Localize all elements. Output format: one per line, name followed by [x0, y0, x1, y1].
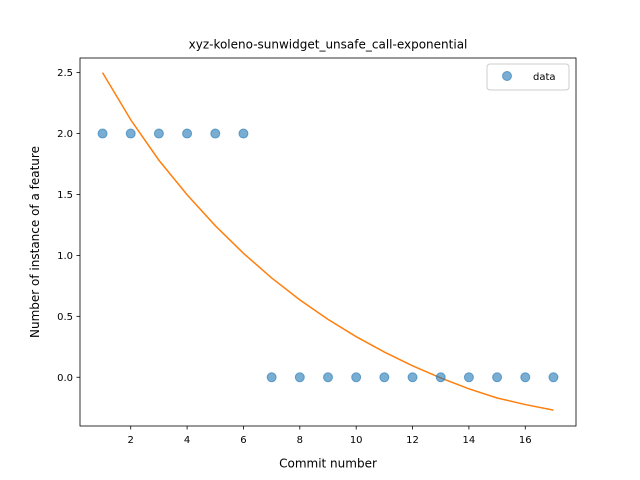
x-tick-label: 12 [406, 435, 419, 446]
y-axis-label: Number of instance of a feature [28, 146, 42, 338]
legend-marker-data [502, 71, 512, 81]
data-point [97, 128, 108, 139]
data-point [351, 372, 362, 383]
y-tick-label: 0.0 [57, 373, 73, 384]
data-point [520, 372, 531, 383]
x-tick-label: 14 [463, 435, 476, 446]
legend-box [486, 63, 570, 91]
data-point [323, 372, 333, 383]
y-tick-label: 0.5 [57, 312, 73, 323]
y-tick-label: 1.0 [57, 251, 73, 262]
chart-title: xyz-koleno-sunwidget_unsafe_call-exponen… [189, 38, 468, 52]
legend-label-data: data [533, 72, 556, 83]
data-point [266, 372, 277, 383]
series-layer [97, 72, 559, 411]
x-axis-label: Commit number [279, 457, 377, 471]
data-point [210, 128, 221, 139]
axes-frame [79, 57, 577, 427]
x-tick-label: 6 [240, 435, 246, 446]
x-tick-label: 4 [184, 435, 190, 446]
data-point [294, 372, 305, 383]
y-tick-label: 2.0 [57, 129, 73, 140]
x-tick-label: 2 [128, 435, 134, 446]
fit-line [101, 72, 554, 411]
data-point [238, 128, 249, 139]
data-point [435, 372, 446, 383]
legend: data [486, 63, 570, 91]
x-axis-ticks: 2 4 6 8 10 12 14 16 [128, 426, 532, 446]
data-point [153, 128, 164, 139]
x-tick-label: 16 [519, 435, 532, 446]
data-point [379, 372, 390, 383]
data-point [463, 372, 474, 383]
data-point [548, 372, 559, 383]
y-tick-label: 1.5 [57, 190, 73, 201]
x-tick-label: 8 [297, 435, 303, 446]
y-axis-ticks: 0.0 0.5 1.0 1.5 2.0 2.5 [57, 68, 80, 384]
data-point [407, 372, 418, 383]
y-tick-label: 2.5 [57, 68, 73, 79]
data-point [125, 128, 136, 139]
x-tick-label: 10 [350, 435, 363, 446]
data-point [182, 128, 193, 139]
data-point [492, 372, 503, 383]
